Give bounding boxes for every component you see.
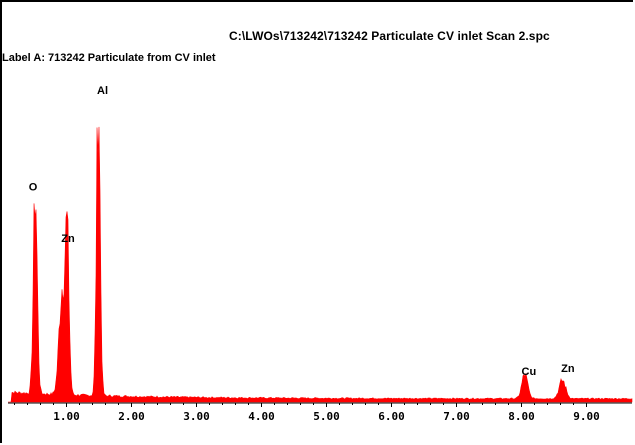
x-tick-label: 1.00 [53, 410, 80, 423]
x-tick-label: 5.00 [313, 410, 340, 423]
x-tick-label: 3.00 [183, 410, 210, 423]
x-tick-label: 8.00 [508, 410, 535, 423]
peak-label: Cu [522, 366, 537, 378]
x-tick-label: 4.00 [248, 410, 275, 423]
spectrum-layer [8, 126, 633, 403]
peak-label: Zn [561, 363, 575, 375]
peak-label-layer: O Zn Al Cu Zn [29, 85, 575, 378]
peak-label: Al [97, 85, 108, 97]
x-tick-layer: 1.00 2.00 3.00 4.00 5.00 6.00 7.00 8.00 9.00 [14, 403, 600, 423]
x-tick-label: 9.00 [573, 410, 600, 423]
peak-label: O [29, 182, 38, 194]
x-tick-label: 6.00 [378, 410, 405, 423]
spectrum-trace [8, 126, 633, 403]
peak-label: Zn [61, 233, 75, 245]
file-path-title: C:\LWOs\713242\713242 Particulate CV inl… [229, 29, 550, 43]
x-tick-label: 7.00 [443, 410, 470, 423]
x-tick-label: 2.00 [118, 410, 145, 423]
spectrum-label: Label A: 713242 Particulate from CV inle… [2, 52, 216, 64]
